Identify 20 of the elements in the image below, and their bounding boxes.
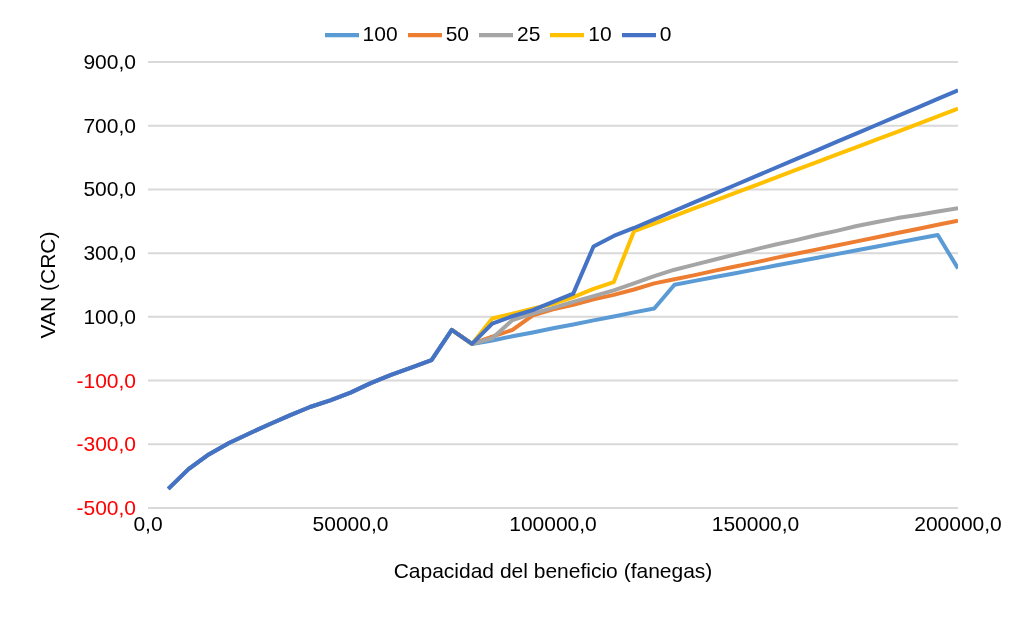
- x-tick-label: 200000,0: [914, 511, 1002, 535]
- legend-label: 25: [517, 21, 541, 45]
- x-axis-title: Capacidad del beneficio (fanegas): [393, 559, 713, 582]
- y-tick-label: 100,0: [83, 304, 136, 328]
- y-tick-label: -300,0: [76, 432, 136, 456]
- y-axis-title: VAN (CRC): [36, 231, 60, 339]
- y-tick-label: 700,0: [83, 113, 136, 137]
- y-tick-label: -100,0: [76, 368, 136, 392]
- y-tick-label: 900,0: [83, 50, 136, 73]
- y-tick-label: -500,0: [76, 496, 136, 519]
- legend-label: 100: [362, 21, 398, 45]
- legend-label: 10: [588, 21, 612, 45]
- legend-label: 0: [659, 21, 672, 45]
- legend-label: 50: [445, 21, 469, 45]
- line-series: [166, 88, 958, 491]
- x-tick-label: 150000,0: [711, 511, 800, 535]
- x-tick-label: 100000,0: [509, 511, 597, 535]
- y-tick-label: 500,0: [83, 177, 136, 201]
- x-tick-label: 50000,0: [312, 511, 389, 535]
- y-tick-label: 300,0: [83, 241, 136, 265]
